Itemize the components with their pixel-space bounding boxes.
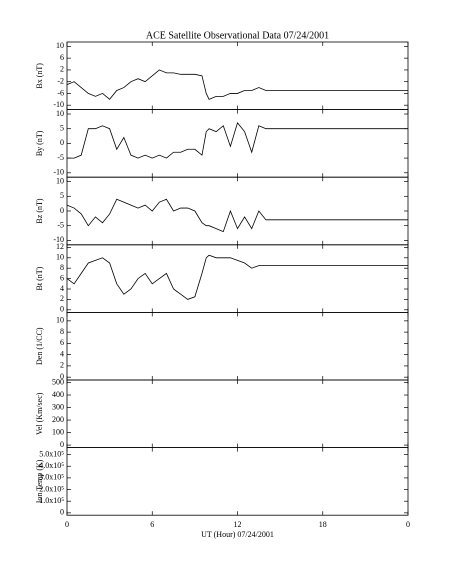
y-tick-label: 6	[60, 273, 64, 282]
y-tick-label: 2.0x10⁵	[39, 484, 64, 493]
x-tick-label: 18	[319, 520, 327, 529]
y-tick-label: 2	[60, 65, 64, 74]
y-tick-label: 5	[60, 124, 64, 133]
y-axis-label: Den (1/CC)	[35, 327, 44, 365]
y-tick-label: 10	[56, 109, 64, 118]
y-tick-label: -10	[53, 168, 64, 177]
y-axis-label: Bx (nT)	[35, 63, 44, 89]
panel-frame	[66, 379, 409, 448]
x-tick-label: 6	[150, 520, 154, 529]
y-tick-label: -5	[57, 153, 64, 162]
panel-frame	[66, 311, 409, 381]
y-axis-label: Ion Temp (K)	[35, 459, 44, 503]
y-tick-label: 500	[52, 377, 64, 386]
data-line	[66, 69, 408, 100]
y-tick-label: 400	[52, 390, 64, 399]
y-tick-label: 10	[56, 41, 64, 50]
y-tick-label: 6	[60, 53, 64, 62]
y-tick-label: -2	[57, 77, 64, 86]
panel-frame	[66, 244, 409, 313]
y-tick-label: 2	[60, 294, 64, 303]
y-tick-label: 0	[60, 206, 64, 215]
y-tick-label: 4.0x10⁵	[39, 461, 64, 470]
x-tick-label: 12	[234, 520, 242, 529]
panel-frame	[66, 447, 409, 516]
y-tick-label: 10	[56, 176, 64, 185]
y-tick-label: 4	[60, 349, 64, 358]
y-tick-label: 0	[60, 305, 64, 314]
y-tick-label: 0	[60, 440, 64, 449]
x-tick-label: 0	[406, 520, 410, 529]
y-tick-label: -6	[57, 88, 64, 97]
panel-frame	[66, 176, 409, 246]
y-tick-label: -5	[57, 221, 64, 230]
y-axis-label: Bz (nT)	[35, 198, 44, 223]
y-tick-label: 4	[60, 284, 64, 293]
y-axis-label: Vel (Km/sec)	[35, 392, 44, 435]
panel-frame	[66, 109, 409, 178]
y-tick-label: 100	[52, 427, 64, 436]
data-line	[67, 121, 408, 159]
y-axis-label: By (nT)	[35, 130, 44, 156]
x-axis-label: UT (Hour) 07/24/2001	[201, 530, 274, 539]
y-tick-label: 8	[60, 327, 64, 336]
y-tick-label: 5.0x10⁵	[39, 449, 64, 458]
y-tick-label: 0	[60, 138, 64, 147]
data-line	[66, 254, 408, 300]
y-tick-label: 10	[56, 316, 64, 325]
y-tick-label: 5	[60, 191, 64, 200]
y-tick-label: 1.0x10⁵	[39, 496, 64, 505]
y-tick-label: 300	[52, 402, 64, 411]
y-tick-label: 0	[60, 372, 64, 381]
data-line	[66, 198, 408, 233]
y-tick-label: 2	[60, 361, 64, 370]
y-tick-label: -10	[53, 100, 64, 109]
y-tick-label: 0	[60, 508, 64, 517]
y-tick-label: 6	[60, 338, 64, 347]
y-tick-label: 200	[52, 415, 64, 424]
y-axis-label: Bt (nT)	[35, 266, 44, 290]
y-tick-label: 12	[56, 242, 64, 251]
y-tick-label: 8	[60, 263, 64, 272]
y-tick-label: 3.0x10⁵	[39, 473, 64, 482]
x-tick-label: 0	[65, 520, 69, 529]
chart-title: ACE Satellite Observational Data 07/24/2…	[146, 30, 329, 41]
panel-frame	[66, 41, 409, 110]
y-tick-label: 10	[56, 253, 64, 262]
y-tick-label: -10	[53, 235, 64, 244]
